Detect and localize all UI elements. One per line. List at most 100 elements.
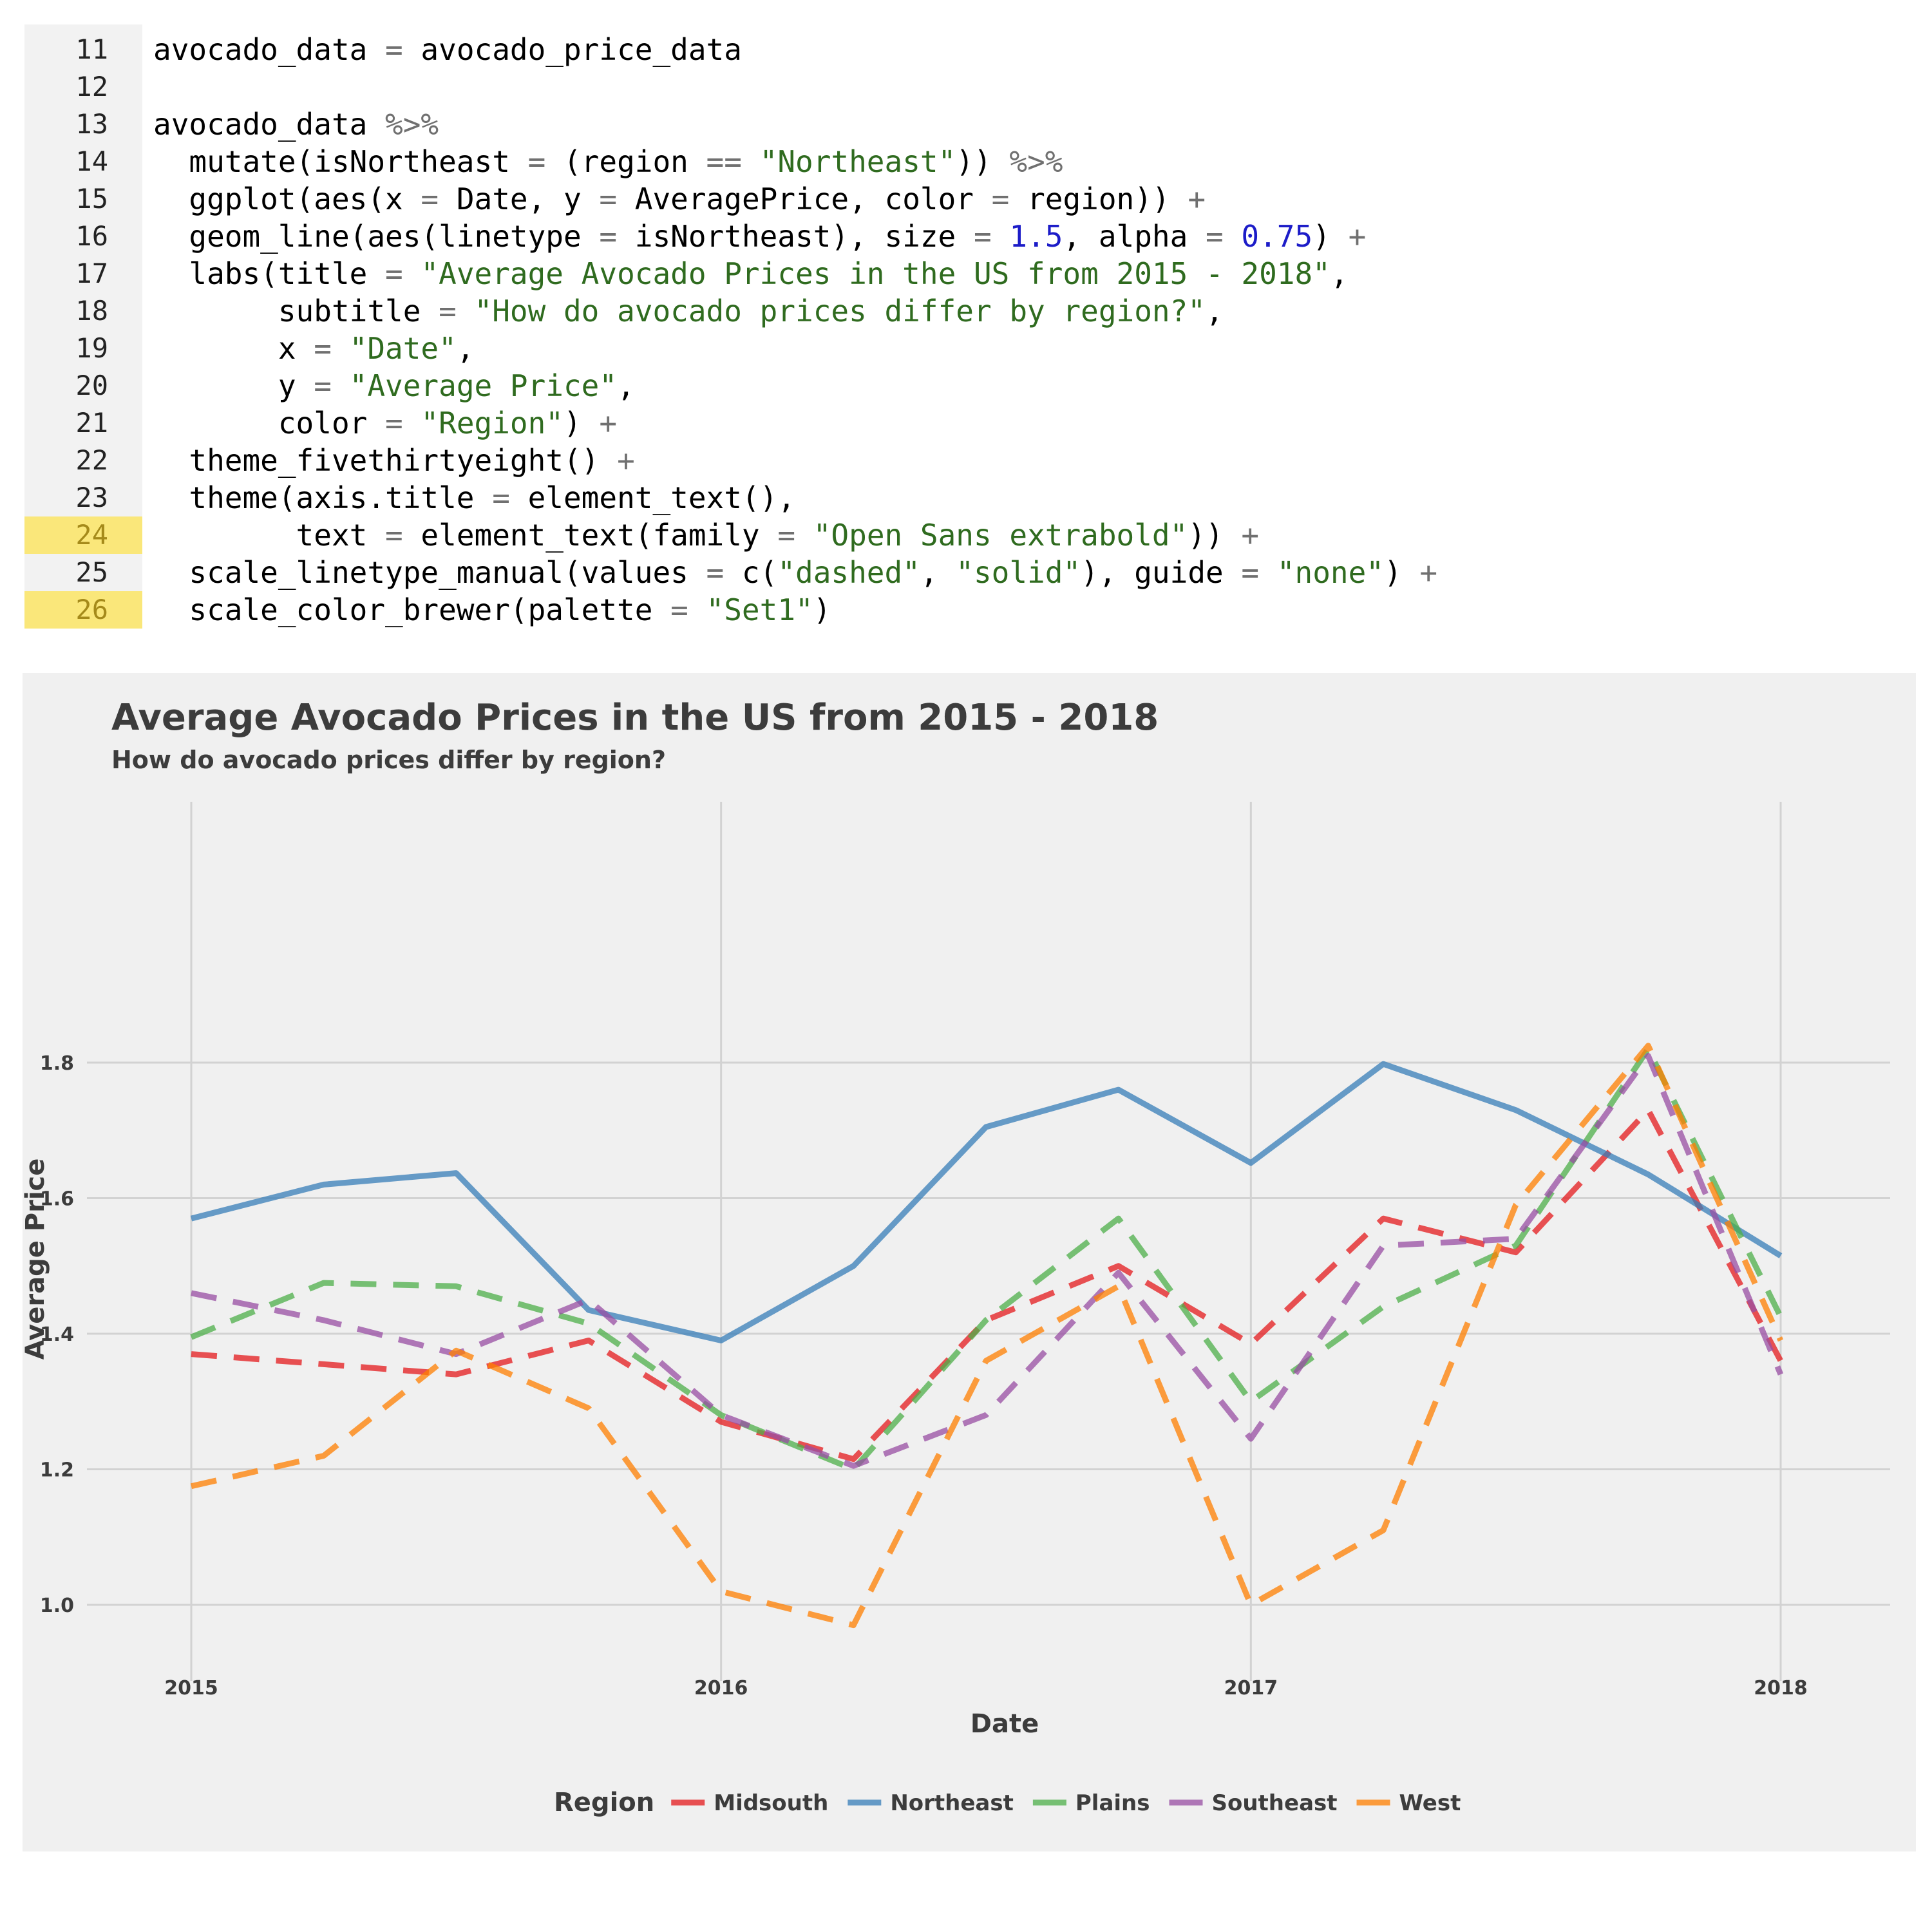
code-token: [742, 144, 760, 179]
code-line: theme_fivethirtyeight() +: [153, 442, 635, 479]
code-token: avocado_data: [153, 32, 386, 67]
code-token: "Northeast": [759, 144, 956, 179]
code-line: x = "Date",: [153, 330, 475, 367]
y-tick-label: 1.8: [40, 1052, 74, 1075]
code-token: =: [385, 518, 403, 553]
line-number: 16: [75, 220, 108, 252]
code-token: ): [564, 406, 600, 440]
code-token: [1259, 555, 1277, 590]
code-token: theme(axis.title: [153, 480, 493, 515]
y-tick-label: 1.2: [40, 1459, 74, 1482]
code-token: =: [706, 555, 724, 590]
y-axis-ticks: 1.0 1.2 1.4 1.6 1.8: [40, 1052, 74, 1617]
code-line: mutate(isNortheast = (region == "Northea…: [153, 143, 1063, 180]
code-token: =: [527, 144, 546, 179]
code-token: =: [385, 32, 403, 67]
code-token: +: [1241, 518, 1260, 553]
code-token: ==: [706, 144, 742, 179]
x-tick-label: 2015: [164, 1677, 218, 1700]
code-token: text: [153, 518, 386, 553]
line-number: 11: [75, 33, 108, 65]
code-token: region)): [1009, 182, 1188, 216]
x-tick-label: 2018: [1754, 1677, 1808, 1700]
code-token: ,: [1205, 294, 1224, 328]
x-tick-label: 2017: [1224, 1677, 1278, 1700]
code-line: subtitle = "How do avocado prices differ…: [153, 292, 1224, 330]
line-number: 24: [24, 516, 142, 554]
code-token: y: [153, 368, 314, 403]
y-axis-title: Average Price: [23, 1159, 50, 1360]
code-line: labs(title = "Average Avocado Prices in …: [153, 255, 1349, 292]
line-number: 20: [75, 370, 108, 401]
code-token: )): [1188, 518, 1242, 553]
code-token: =: [599, 219, 618, 254]
code-line: scale_color_brewer(palette = "Set1"): [153, 591, 831, 629]
y-tick-label: 1.0: [40, 1595, 74, 1617]
line-number: 22: [75, 444, 108, 476]
code-token: ,: [456, 331, 475, 366]
code-token: ), guide: [1081, 555, 1242, 590]
code-line: avocado_data %>%: [153, 106, 439, 143]
line-number: 15: [75, 183, 108, 214]
code-token: element_text(family: [402, 518, 778, 553]
line-number: 19: [75, 332, 108, 364]
code-line: scale_linetype_manual(values = c("dashed…: [153, 554, 1437, 591]
code-token: "Average Price": [349, 368, 618, 403]
code-token: ,: [920, 555, 956, 590]
code-line: geom_line(aes(linetype = isNortheast), s…: [153, 218, 1366, 255]
code-token: =: [1206, 219, 1224, 254]
code-token: avocado_data: [153, 107, 386, 142]
line-number: 13: [75, 108, 108, 140]
line-number: 14: [75, 146, 108, 177]
y-tick-label: 1.4: [40, 1323, 74, 1346]
legend-label: Plains: [1075, 1790, 1150, 1816]
code-token: =: [991, 182, 1010, 216]
code-token: scale_color_brewer(palette: [153, 592, 671, 627]
code-line: ggplot(aes(x = Date, y = AveragePrice, c…: [153, 180, 1206, 218]
code-token: "Region": [421, 406, 564, 440]
chart-panel: Average Avocado Prices in the US from 20…: [23, 673, 1916, 1852]
code-token: ggplot(aes(x: [153, 182, 421, 216]
code-token: 1.5: [1009, 219, 1063, 254]
code-line: theme(axis.title = element_text(),: [153, 479, 795, 516]
legend-label: Southeast: [1212, 1790, 1338, 1816]
code-token: [688, 592, 706, 627]
code-token: =: [314, 331, 332, 366]
code-token: theme_fivethirtyeight(): [153, 443, 618, 478]
code-token: [332, 368, 350, 403]
code-token: [403, 256, 421, 291]
code-token: ): [1383, 555, 1420, 590]
code-token: scale_linetype_manual(values: [153, 555, 706, 590]
code-line: color = "Region") +: [153, 404, 617, 442]
code-token: +: [599, 406, 618, 440]
code-token: 0.75: [1241, 219, 1313, 254]
code-token: =: [314, 368, 332, 403]
code-token: "How do avocado prices differ by region?…: [474, 294, 1206, 328]
series-line-northeast: [190, 1061, 1783, 1343]
code-token: ): [1312, 219, 1349, 254]
code-token: "Set1": [706, 592, 813, 627]
code-token: =: [385, 256, 403, 291]
legend-title: Region: [554, 1788, 654, 1817]
line-number: 25: [75, 556, 108, 588]
code-token: +: [617, 443, 635, 478]
code-token: [403, 406, 421, 440]
series-line-midsouth: [191, 1107, 1783, 1463]
code-token: ,: [617, 368, 635, 403]
code-token: Date, y: [439, 182, 600, 216]
code-token: %>%: [385, 107, 439, 142]
code-token: "Average Avocado Prices in the US from 2…: [421, 256, 1331, 291]
y-tick-label: 1.6: [40, 1188, 74, 1211]
code-token: avocado_price_data: [402, 32, 742, 67]
code-token: =: [492, 480, 510, 515]
code-token: labs(title: [153, 256, 386, 291]
code-token: [332, 331, 350, 366]
code-token: "none": [1276, 555, 1384, 590]
line-number: 26: [24, 591, 142, 629]
code-token: %>%: [1009, 144, 1063, 179]
code-token: ,: [1330, 256, 1349, 291]
x-tick-label: 2016: [694, 1677, 748, 1700]
code-token: +: [1188, 182, 1206, 216]
code-token: =: [599, 182, 618, 216]
code-token: =: [385, 406, 403, 440]
